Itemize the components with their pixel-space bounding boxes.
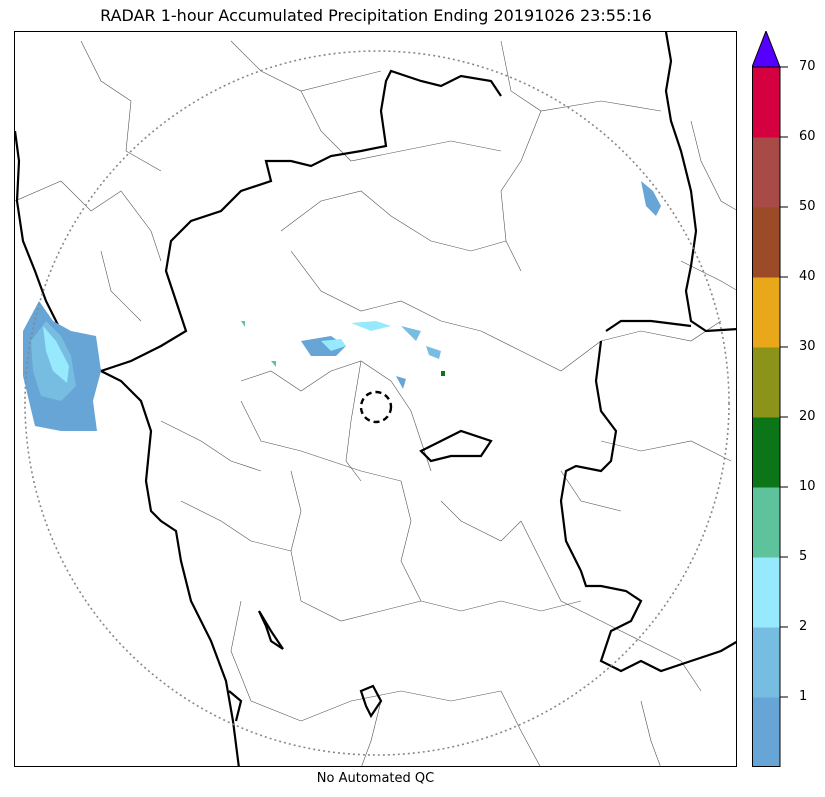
- colorbar-tick-label: 40: [799, 269, 816, 284]
- colorbar-tick-label: 10: [799, 479, 816, 494]
- colorbar-segment: [752, 557, 780, 628]
- colorbar-tick-label: 5: [799, 549, 808, 564]
- colorbar-segment: [752, 207, 780, 278]
- colorbar-segment: [752, 347, 780, 418]
- chart-title: RADAR 1-hour Accumulated Precipitation E…: [100, 6, 652, 25]
- radar-range-ring: [24, 50, 730, 756]
- radar-site-marker: [359, 390, 393, 424]
- colorbar-segment: [752, 67, 780, 138]
- radar-map[interactable]: [14, 31, 737, 767]
- state-boundaries: [15, 32, 736, 766]
- colorbar-tick-label: 1: [799, 689, 808, 704]
- qc-note: No Automated QC: [316, 771, 435, 786]
- colorbar-tick-label: 20: [799, 409, 816, 424]
- colorbar-tick-label: 2: [799, 619, 808, 634]
- colorbar-extend-arrow: [751, 29, 781, 68]
- map-canvas: [15, 32, 736, 766]
- colorbar: [751, 29, 788, 768]
- colorbar-svg: [751, 29, 788, 768]
- precip-patches: [23, 181, 661, 431]
- colorbar-segment: [752, 487, 780, 558]
- colorbar-tick-label: 70: [799, 59, 816, 74]
- colorbar-segment: [752, 137, 780, 208]
- colorbar-tick-label: 50: [799, 199, 816, 214]
- district-boundaries: [15, 40, 736, 766]
- colorbar-tick-label: 60: [799, 129, 816, 144]
- colorbar-segment: [752, 697, 780, 768]
- colorbar-segment: [752, 277, 780, 348]
- colorbar-segment: [752, 417, 780, 488]
- colorbar-tick-label: 30: [799, 339, 816, 354]
- colorbar-segment: [752, 627, 780, 698]
